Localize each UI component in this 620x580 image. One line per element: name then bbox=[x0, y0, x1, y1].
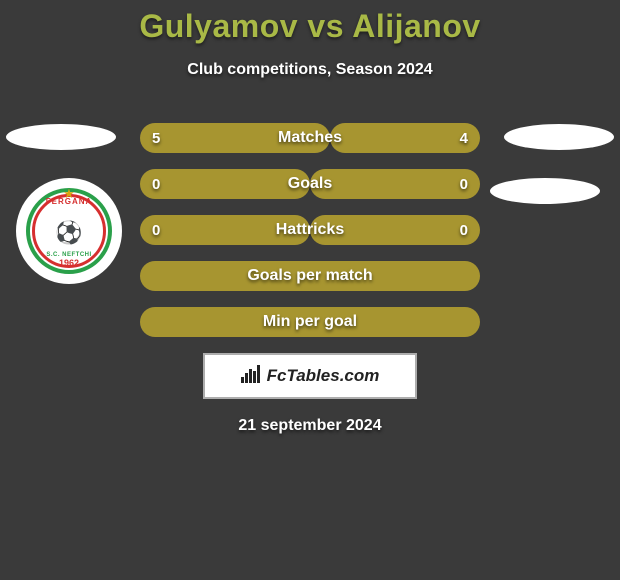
team-left-ellipse-top bbox=[6, 124, 116, 150]
stat-row: 00Hattricks bbox=[140, 215, 480, 245]
bar-label: Matches bbox=[140, 123, 480, 153]
page-title: Gulyamov vs Alijanov bbox=[0, 0, 620, 45]
bar-label: Goals bbox=[140, 169, 480, 199]
stat-row: 54Matches bbox=[140, 123, 480, 153]
crest-year: 1962 bbox=[26, 258, 112, 268]
brand-text: FcTables.com bbox=[267, 366, 380, 386]
soccer-ball-icon: ⚽ bbox=[55, 220, 82, 246]
brand-box: FcTables.com bbox=[203, 353, 417, 399]
bar-label: Goals per match bbox=[140, 261, 480, 291]
stat-row: 00Goals bbox=[140, 169, 480, 199]
team-right-ellipse-bottom bbox=[490, 178, 600, 204]
team-left-crest: ★ FERGANA ⚽ S.C. NEFTCHI 1962 bbox=[16, 178, 122, 284]
stat-row: Min per goal bbox=[140, 307, 480, 337]
crest-text-top: FERGANA bbox=[26, 197, 112, 206]
page-subtitle: Club competitions, Season 2024 bbox=[0, 61, 620, 79]
bar-label: Hattricks bbox=[140, 215, 480, 245]
date-label: 21 september 2024 bbox=[0, 417, 620, 435]
stats-bars: 54Matches 00Goals 00Hattricks Goals per mat… bbox=[140, 123, 480, 337]
bar-label: Min per goal bbox=[140, 307, 480, 337]
stat-row: Goals per match bbox=[140, 261, 480, 291]
team-right-ellipse-top bbox=[504, 124, 614, 150]
bar-chart-icon bbox=[241, 365, 261, 388]
